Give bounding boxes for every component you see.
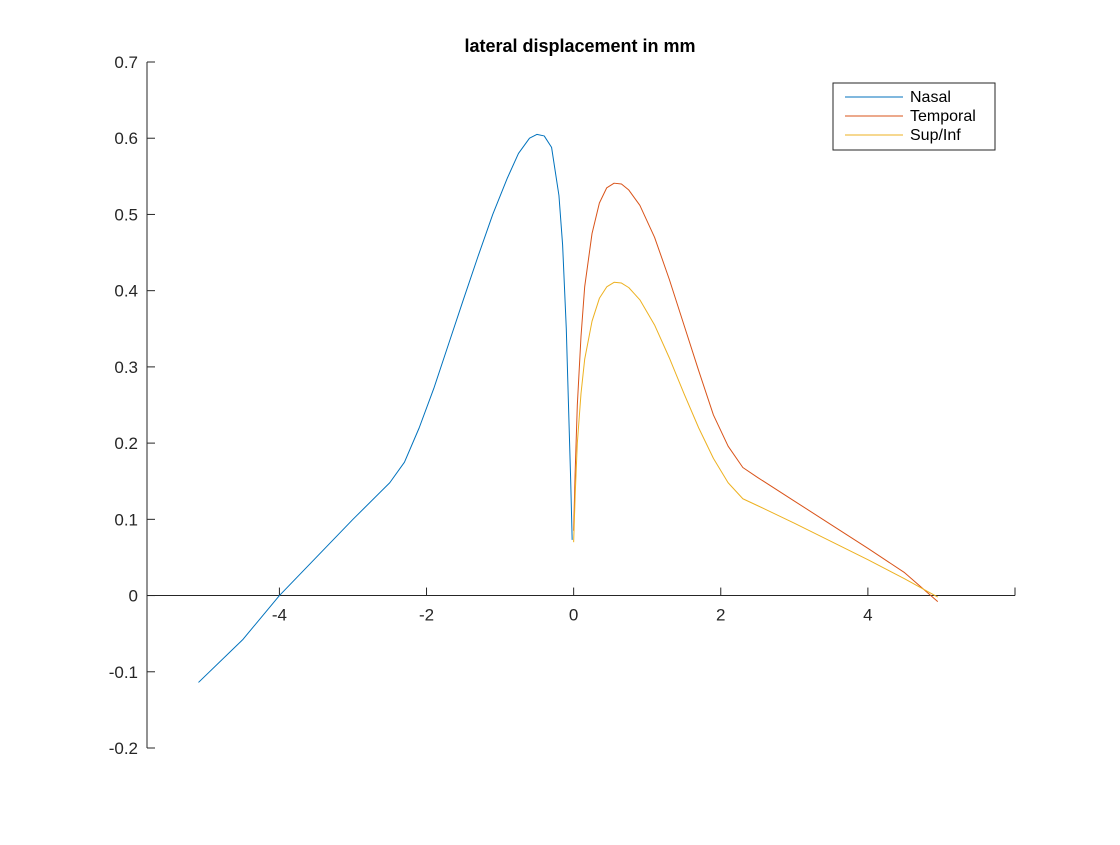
axes: -0.2 -0.1 0 0.1 0.2 0.3 0.4 0.5 0.6 0.7 -4 -2 0 2 4 [109, 53, 1016, 758]
y-tick-label: 0.1 [114, 510, 138, 529]
x-tick-label: 0 [569, 606, 578, 625]
y-tick-label: 0.2 [114, 434, 138, 453]
chart-title: lateral displacement in mm [464, 36, 695, 56]
legend-box [832, 82, 996, 151]
legend[interactable]: Nasal Temporal Sup/Inf [832, 82, 996, 151]
y-tick-label: 0.3 [114, 358, 138, 377]
x-tick-label: -4 [272, 606, 287, 625]
y-tick-label: -0.1 [109, 663, 138, 682]
y-tick-label: 0 [129, 587, 138, 606]
y-tick-label: 0.6 [114, 129, 138, 148]
series-line-sup-inf [573, 281, 939, 598]
legend-label: Temporal [910, 108, 976, 125]
y-tick-label: -0.2 [109, 739, 138, 758]
y-tick-label: 0.7 [114, 53, 138, 72]
series-layer [198, 133, 939, 683]
series-line-nasal [198, 133, 573, 683]
x-tick-label: -2 [419, 606, 434, 625]
y-tick-label: 0.4 [114, 282, 138, 301]
x-tick-label: 2 [716, 606, 725, 625]
x-tick-label: 4 [863, 606, 872, 625]
legend-label: Nasal [910, 89, 951, 106]
y-tick-label: 0.5 [114, 205, 138, 224]
legend-label: Sup/Inf [910, 127, 961, 144]
series-line-temporal [573, 182, 939, 603]
